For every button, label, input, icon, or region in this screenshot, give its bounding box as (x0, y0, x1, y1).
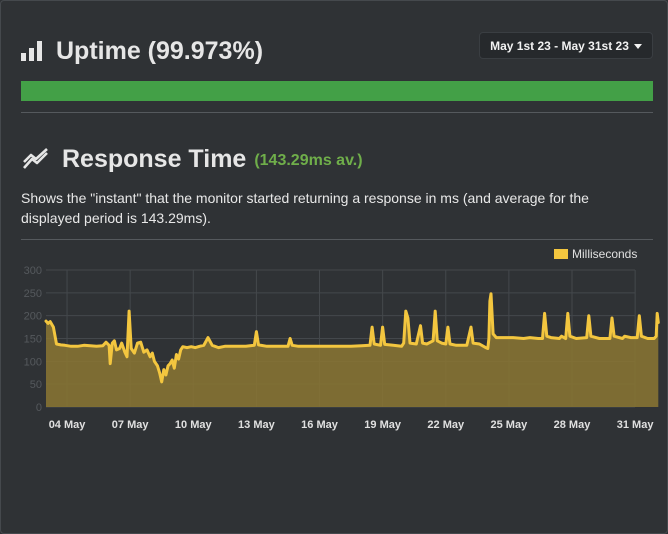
x-tick-label: 25 May (491, 419, 529, 431)
x-tick-label: 10 May (175, 419, 213, 431)
y-tick-label: 300 (24, 265, 42, 277)
uptime-header: Uptime (99.973%) (21, 33, 263, 69)
series-area (46, 293, 659, 407)
date-range-dropdown[interactable]: May 1st 23 - May 31st 23 (479, 32, 653, 59)
x-tick-label: 22 May (427, 419, 465, 431)
x-tick-label: 19 May (364, 419, 402, 431)
chart-legend[interactable]: Milliseconds (554, 247, 637, 261)
response-time-description: Shows the "instant" that the monitor sta… (21, 190, 589, 226)
legend-swatch (554, 249, 568, 259)
bar-chart-icon (21, 41, 42, 61)
uptime-title: Uptime (99.973%) (56, 36, 264, 65)
line-chart-icon (23, 148, 48, 169)
y-tick-label: 50 (30, 379, 42, 391)
y-tick-label: 250 (24, 288, 42, 300)
response-time-average: (143.29ms av.) (254, 152, 363, 169)
section-divider (21, 239, 653, 240)
date-range-label: May 1st 23 - May 31st 23 (490, 38, 629, 53)
x-tick-label: 31 May (617, 419, 655, 431)
response-time-chart: 300 250 200 150 100 50 0 04 May 07 May 10 May 13 M… (24, 265, 660, 431)
x-tick-label: 16 May (301, 419, 339, 431)
response-time-header: Response Time (143.29ms av.) (23, 143, 363, 175)
uptime-bar (21, 81, 653, 101)
x-tick-label: 04 May (49, 419, 87, 431)
y-tick-label: 100 (24, 356, 42, 368)
x-tick-label: 28 May (554, 419, 592, 431)
series-line (44, 292, 660, 384)
legend-label: Milliseconds (572, 247, 638, 261)
x-tick-label: 13 May (238, 419, 276, 431)
section-divider (21, 112, 653, 113)
y-tick-label: 0 (36, 402, 42, 414)
y-tick-label: 200 (24, 311, 42, 323)
x-tick-label: 07 May (112, 419, 150, 431)
y-tick-label: 150 (24, 334, 42, 346)
response-time-title: Response Time (62, 144, 247, 173)
caret-down-icon (633, 43, 642, 49)
